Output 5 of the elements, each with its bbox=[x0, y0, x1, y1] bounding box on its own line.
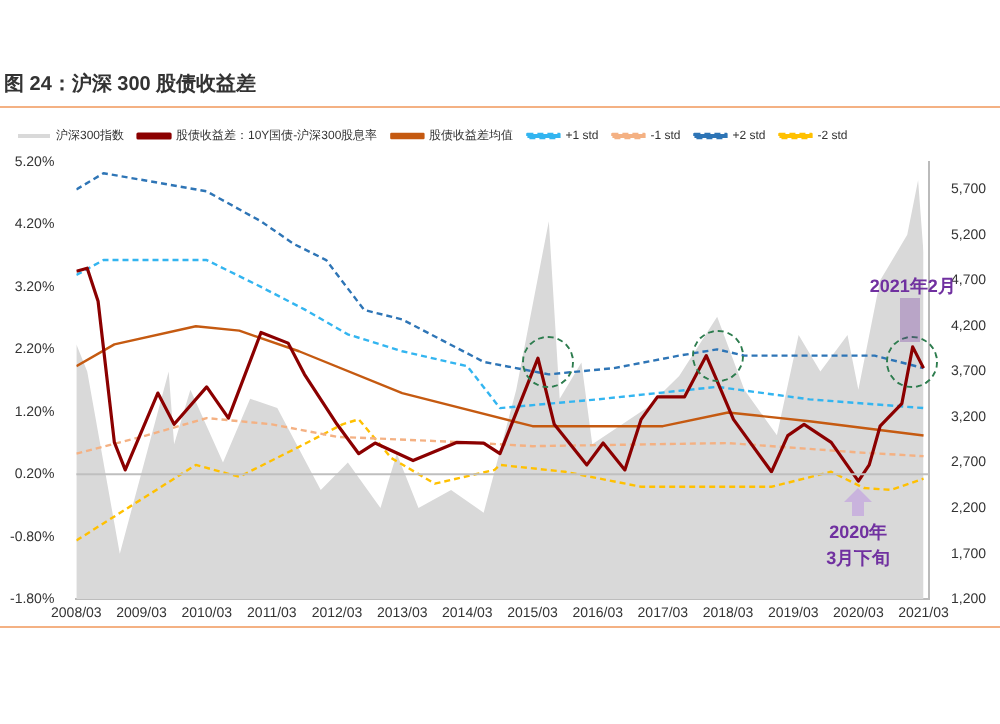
chart-title: 图 24：沪深 300 股债收益差 bbox=[4, 71, 257, 96]
line-series bbox=[76, 418, 925, 542]
line-series bbox=[76, 258, 925, 410]
annotation: 2020年 3月下旬 bbox=[826, 522, 891, 569]
line-series bbox=[76, 416, 925, 458]
